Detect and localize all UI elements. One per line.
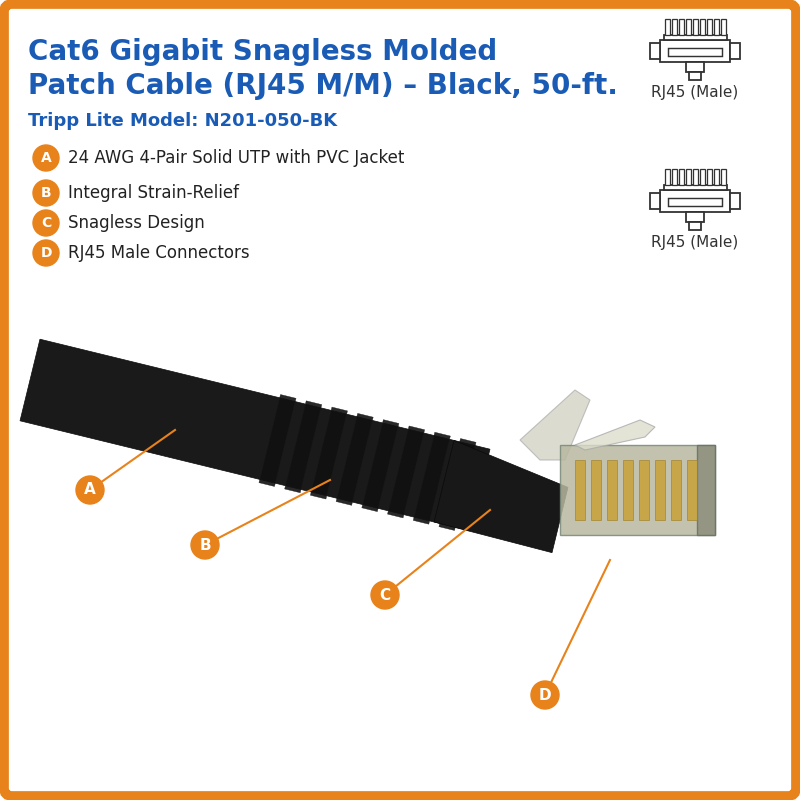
Bar bbox=[706, 19, 711, 35]
Bar bbox=[663, 35, 726, 40]
Bar bbox=[686, 212, 704, 222]
Bar bbox=[623, 460, 633, 520]
Circle shape bbox=[33, 210, 59, 236]
Bar bbox=[706, 169, 711, 185]
Circle shape bbox=[33, 180, 59, 206]
Polygon shape bbox=[520, 390, 590, 460]
Polygon shape bbox=[434, 441, 568, 553]
Polygon shape bbox=[20, 339, 490, 530]
Bar bbox=[678, 19, 683, 35]
Text: D: D bbox=[40, 246, 52, 260]
Bar bbox=[560, 445, 715, 535]
Bar bbox=[650, 193, 660, 209]
Text: Cat6 Gigabit Snagless Molded: Cat6 Gigabit Snagless Molded bbox=[28, 38, 498, 66]
Bar bbox=[591, 460, 601, 520]
Circle shape bbox=[191, 531, 219, 559]
Bar bbox=[686, 62, 704, 72]
Bar bbox=[689, 72, 701, 80]
Polygon shape bbox=[362, 420, 399, 512]
Bar bbox=[650, 43, 660, 59]
Bar bbox=[721, 19, 726, 35]
Text: Integral Strain-Relief: Integral Strain-Relief bbox=[68, 184, 239, 202]
Bar bbox=[686, 169, 690, 185]
Text: C: C bbox=[41, 216, 51, 230]
Text: RJ45 Male Connectors: RJ45 Male Connectors bbox=[68, 244, 250, 262]
Bar bbox=[693, 169, 698, 185]
Polygon shape bbox=[310, 407, 347, 499]
Text: C: C bbox=[379, 587, 390, 602]
Bar bbox=[668, 48, 722, 56]
Bar bbox=[721, 169, 726, 185]
Text: 24 AWG 4-Pair Solid UTP with PVC Jacket: 24 AWG 4-Pair Solid UTP with PVC Jacket bbox=[68, 149, 404, 167]
Bar bbox=[689, 222, 701, 230]
Bar bbox=[671, 169, 677, 185]
Bar bbox=[671, 460, 681, 520]
Bar bbox=[699, 19, 705, 35]
Bar bbox=[665, 19, 670, 35]
Text: A: A bbox=[84, 482, 96, 498]
Polygon shape bbox=[336, 414, 373, 506]
Text: B: B bbox=[199, 538, 211, 553]
Bar bbox=[693, 19, 698, 35]
Bar bbox=[575, 460, 585, 520]
Bar bbox=[660, 190, 730, 212]
Text: B: B bbox=[41, 186, 51, 200]
Text: D: D bbox=[538, 687, 551, 702]
Bar bbox=[687, 460, 697, 520]
Bar bbox=[714, 169, 718, 185]
Polygon shape bbox=[439, 438, 476, 530]
Bar bbox=[665, 169, 670, 185]
Polygon shape bbox=[285, 401, 322, 493]
Circle shape bbox=[33, 145, 59, 171]
Bar bbox=[730, 43, 740, 59]
Text: A: A bbox=[41, 151, 51, 165]
Circle shape bbox=[371, 581, 399, 609]
Bar bbox=[699, 169, 705, 185]
Circle shape bbox=[33, 240, 59, 266]
Bar bbox=[686, 19, 690, 35]
Polygon shape bbox=[575, 420, 655, 450]
Text: RJ45 (Male): RJ45 (Male) bbox=[651, 85, 738, 100]
Bar bbox=[671, 19, 677, 35]
Bar bbox=[730, 193, 740, 209]
Bar bbox=[607, 460, 617, 520]
FancyBboxPatch shape bbox=[4, 4, 796, 796]
Bar bbox=[668, 198, 722, 206]
Circle shape bbox=[76, 476, 104, 504]
Bar bbox=[660, 40, 730, 62]
Bar bbox=[697, 445, 715, 535]
Polygon shape bbox=[387, 426, 425, 518]
Text: Patch Cable (RJ45 M/M) – Black, 50-ft.: Patch Cable (RJ45 M/M) – Black, 50-ft. bbox=[28, 72, 618, 100]
Bar bbox=[639, 460, 649, 520]
Polygon shape bbox=[414, 432, 450, 524]
Bar bbox=[655, 460, 665, 520]
Polygon shape bbox=[259, 394, 296, 486]
Text: Tripp Lite Model: N201-050-BK: Tripp Lite Model: N201-050-BK bbox=[28, 112, 337, 130]
Text: Snagless Design: Snagless Design bbox=[68, 214, 205, 232]
Bar bbox=[714, 19, 718, 35]
Bar bbox=[663, 185, 726, 190]
Text: RJ45 (Male): RJ45 (Male) bbox=[651, 235, 738, 250]
Circle shape bbox=[531, 681, 559, 709]
Bar bbox=[678, 169, 683, 185]
